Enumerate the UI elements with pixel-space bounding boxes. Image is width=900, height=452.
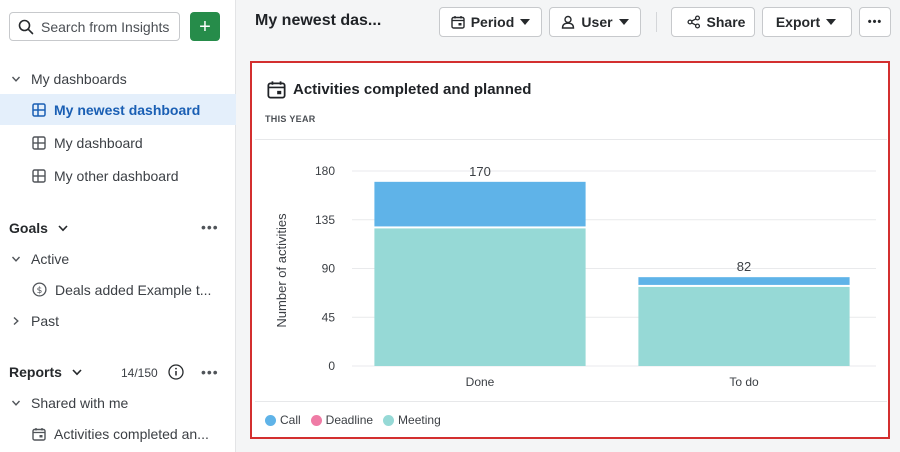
sidebar-item-shared-report[interactable]: Activities completed an... xyxy=(0,418,236,449)
dashboard-icon xyxy=(32,135,46,150)
card-divider-bottom xyxy=(255,401,887,402)
caret-down-icon xyxy=(820,19,842,25)
legend-label-deadline: Deadline xyxy=(325,413,374,427)
dashboard-icon xyxy=(32,102,46,117)
reports-count: 14/150 xyxy=(121,366,158,380)
chevron-down-icon xyxy=(11,254,21,264)
my-dashboards-toggle[interactable]: My dashboards xyxy=(0,63,236,94)
chevron-down-icon xyxy=(62,366,83,378)
header-divider xyxy=(656,12,657,32)
legend-item-call[interactable]: Call xyxy=(265,413,301,427)
y-tick-label: 0 xyxy=(328,359,335,373)
goals-active-label: Active xyxy=(31,250,70,267)
legend-swatch-deadline xyxy=(310,414,322,426)
shared-with-me-toggle[interactable]: Shared with me xyxy=(0,387,236,418)
sidebar-item-goal[interactable]: $ Deals added Example t... xyxy=(0,274,236,305)
user-icon xyxy=(555,15,581,29)
chevron-right-icon xyxy=(11,316,21,326)
export-button[interactable]: Export xyxy=(762,7,852,37)
page-title: My newest das... xyxy=(255,12,382,29)
period-label: Period xyxy=(470,14,515,30)
y-tick-label: 135 xyxy=(315,213,335,227)
bar-total-label: 82 xyxy=(737,259,751,274)
sidebar-item-label: My other dashboard xyxy=(54,167,179,184)
goals-section-header[interactable]: Goals xyxy=(9,220,69,236)
y-axis-label: Number of activities xyxy=(274,213,289,328)
bar-call-to-do xyxy=(638,277,850,285)
bar-total-label: 170 xyxy=(469,164,491,179)
more-options-button[interactable]: ••• xyxy=(859,7,891,37)
caret-down-icon xyxy=(613,19,635,25)
legend-swatch-call xyxy=(265,414,276,426)
add-button[interactable]: + xyxy=(190,12,220,41)
sidebar-item-label: My newest dashboard xyxy=(54,101,201,118)
share-button[interactable]: Share xyxy=(671,7,755,37)
sidebar: Search from Insights + My dashboards My … xyxy=(0,0,236,452)
chevron-down-icon xyxy=(48,222,69,234)
share-icon xyxy=(681,15,707,29)
sidebar-item-label: Deals added Example t... xyxy=(55,281,212,298)
dashboard-icon xyxy=(32,168,46,183)
more-icon: ••• xyxy=(867,16,883,28)
goals-active-toggle[interactable]: Active xyxy=(0,243,236,274)
legend-item-meeting[interactable]: Meeting xyxy=(383,413,441,427)
y-tick-label: 90 xyxy=(322,262,336,276)
dollar-icon: $ xyxy=(32,282,47,297)
user-button[interactable]: User xyxy=(549,7,641,37)
legend-item-deadline[interactable]: Deadline xyxy=(310,413,374,427)
user-label: User xyxy=(581,14,613,30)
reports-section-header[interactable]: Reports xyxy=(9,364,83,380)
sidebar-item-my-dashboard[interactable]: My dashboard xyxy=(0,127,236,158)
calendar-icon xyxy=(445,15,471,29)
caret-down-icon xyxy=(514,19,536,25)
plus-icon: + xyxy=(199,15,211,38)
report-period: THIS YEAR xyxy=(265,114,316,124)
card-divider-top xyxy=(255,139,887,140)
y-tick-label: 45 xyxy=(322,310,336,324)
stacked-bar-chart: 0 45 90 135 180 Number of activities 170 Done 82… xyxy=(274,164,876,389)
info-icon[interactable] xyxy=(168,364,184,380)
search-placeholder: Search from Insights xyxy=(41,18,170,35)
period-button[interactable]: Period xyxy=(439,7,542,37)
reports-title: Reports xyxy=(9,364,62,380)
sidebar-item-label: My dashboard xyxy=(54,134,143,151)
bar-call-done xyxy=(374,181,586,227)
goals-past-toggle[interactable]: Past xyxy=(0,305,236,336)
y-tick-label: 180 xyxy=(315,164,335,178)
search-icon xyxy=(18,19,41,35)
calendar-icon xyxy=(32,427,46,441)
calendar-icon xyxy=(267,80,286,104)
report-card: Activities completed and planned THIS YE… xyxy=(250,61,890,439)
search-input[interactable]: Search from Insights xyxy=(9,12,180,41)
my-dashboards-label: My dashboards xyxy=(31,70,127,87)
chart-legend: Call Deadline Meeting xyxy=(265,413,451,427)
chevron-down-icon xyxy=(11,398,21,408)
goals-more-icon[interactable]: ••• xyxy=(201,219,219,235)
bar-meeting-to-do xyxy=(638,286,850,366)
sidebar-item-my-other-dashboard[interactable]: My other dashboard xyxy=(0,160,236,191)
legend-label-call: Call xyxy=(280,413,301,427)
svg-text:$: $ xyxy=(37,286,43,296)
bar-meeting-done xyxy=(374,228,586,366)
legend-swatch-meeting xyxy=(383,414,395,426)
goals-title: Goals xyxy=(9,220,48,236)
x-tick-label: To do xyxy=(729,375,759,389)
legend-label-meeting: Meeting xyxy=(398,413,441,427)
report-title: Activities completed and planned xyxy=(293,81,532,98)
goals-past-label: Past xyxy=(31,312,60,329)
chevron-down-icon xyxy=(11,74,21,84)
sidebar-item-my-newest-dashboard[interactable]: My newest dashboard xyxy=(0,94,236,125)
export-label: Export xyxy=(775,14,821,30)
reports-more-icon[interactable]: ••• xyxy=(201,364,219,380)
share-label: Share xyxy=(706,14,746,30)
sidebar-item-label: Activities completed an... xyxy=(54,425,209,442)
shared-with-me-label: Shared with me xyxy=(31,394,129,411)
x-tick-label: Done xyxy=(466,375,495,389)
